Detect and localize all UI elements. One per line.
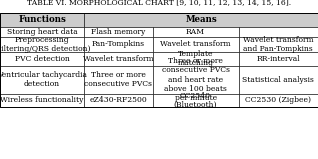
Text: TABLE VI. MORPHOLOGICAL CHART [9, 10, 11, 12, 13, 14, 15, 16].: TABLE VI. MORPHOLOGICAL CHART [9, 10, 11… bbox=[27, 0, 291, 7]
Text: Ventricular tachycardia
detection: Ventricular tachycardia detection bbox=[0, 71, 87, 88]
Bar bbox=[0, 13, 84, 27]
Text: CC2530 (Zigbee): CC2530 (Zigbee) bbox=[245, 96, 311, 104]
Bar bbox=[153, 66, 238, 93]
Text: Preprocessing
(Filtering/QRS detection): Preprocessing (Filtering/QRS detection) bbox=[0, 36, 91, 53]
Text: Wireless functionality: Wireless functionality bbox=[0, 96, 84, 104]
Bar bbox=[153, 37, 238, 52]
Bar bbox=[84, 66, 153, 93]
Bar bbox=[0, 13, 318, 107]
Bar bbox=[84, 27, 153, 37]
Text: Wavelet transform: Wavelet transform bbox=[83, 55, 154, 63]
Text: Means: Means bbox=[185, 15, 217, 24]
Bar bbox=[238, 52, 318, 66]
Text: Statistical analysis: Statistical analysis bbox=[242, 76, 314, 83]
Text: CC2540
(Bluetooth): CC2540 (Bluetooth) bbox=[174, 92, 217, 109]
Text: eZ430-RF2500: eZ430-RF2500 bbox=[90, 96, 147, 104]
Bar bbox=[0, 93, 84, 107]
Bar bbox=[153, 27, 238, 37]
Bar bbox=[0, 52, 84, 66]
Bar bbox=[153, 93, 238, 107]
Bar bbox=[238, 66, 318, 93]
Text: RAM: RAM bbox=[186, 28, 205, 35]
Bar bbox=[0, 66, 84, 93]
Bar bbox=[153, 52, 238, 66]
Bar bbox=[238, 37, 318, 52]
Bar bbox=[84, 13, 318, 27]
Text: Wavelet transform: Wavelet transform bbox=[160, 40, 231, 48]
Text: Wavelet transform
and Pan-Tompkins: Wavelet transform and Pan-Tompkins bbox=[243, 36, 314, 53]
Text: RR-interval: RR-interval bbox=[256, 55, 300, 63]
Bar bbox=[238, 27, 318, 37]
Text: Storing heart data: Storing heart data bbox=[7, 28, 78, 35]
Text: Functions: Functions bbox=[18, 15, 66, 24]
Bar bbox=[84, 52, 153, 66]
Text: Flash memory: Flash memory bbox=[91, 28, 146, 35]
Text: Three or more
consecutive PVCs: Three or more consecutive PVCs bbox=[85, 71, 152, 88]
Text: PVC detection: PVC detection bbox=[15, 55, 70, 63]
Bar bbox=[84, 93, 153, 107]
Bar bbox=[0, 27, 84, 37]
Bar bbox=[238, 93, 318, 107]
Text: Pan-Tompkins: Pan-Tompkins bbox=[92, 40, 145, 48]
Text: Three or more
consecutive PVCs
and heart rate
above 100 beats
per minute: Three or more consecutive PVCs and heart… bbox=[162, 57, 230, 102]
Text: Template
matching: Template matching bbox=[177, 50, 214, 67]
Bar bbox=[0, 37, 84, 52]
Bar bbox=[84, 37, 153, 52]
